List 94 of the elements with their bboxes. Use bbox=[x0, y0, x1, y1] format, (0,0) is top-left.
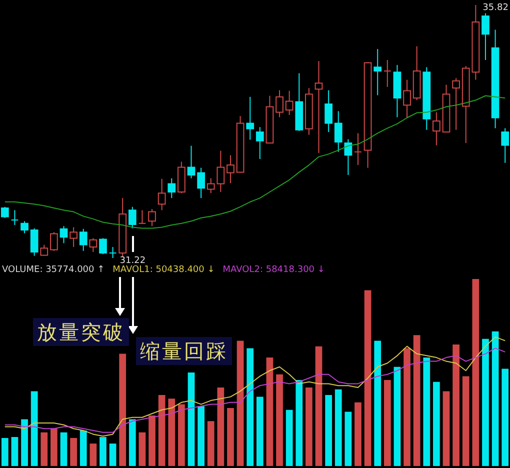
candlestick bbox=[246, 96, 254, 140]
bar bbox=[128, 419, 136, 466]
bar bbox=[246, 348, 254, 466]
bar bbox=[70, 438, 77, 466]
bar bbox=[198, 406, 204, 466]
bar bbox=[158, 394, 166, 466]
candlestick bbox=[383, 60, 392, 88]
bar bbox=[11, 437, 18, 466]
bar bbox=[90, 444, 97, 466]
candlestick bbox=[99, 238, 107, 255]
candlestick bbox=[0, 206, 9, 218]
candlestick bbox=[324, 90, 332, 133]
candlestick bbox=[60, 226, 68, 244]
candlestick bbox=[79, 228, 88, 252]
bar bbox=[492, 331, 499, 466]
candlestick bbox=[138, 210, 146, 224]
candlestick bbox=[344, 138, 352, 176]
candlestick bbox=[10, 210, 19, 226]
candlestick bbox=[187, 145, 196, 179]
bar bbox=[374, 340, 382, 466]
bar bbox=[423, 358, 430, 466]
candlestick bbox=[70, 226, 78, 248]
candlestick bbox=[354, 132, 362, 166]
bar bbox=[482, 338, 489, 466]
bar bbox=[119, 354, 126, 466]
bar bbox=[266, 358, 274, 466]
candlestick bbox=[20, 220, 28, 234]
bar bbox=[286, 410, 293, 466]
candlestick bbox=[256, 126, 264, 160]
candlestick bbox=[334, 110, 342, 152]
annotation: 放量突破 bbox=[33, 318, 129, 346]
bar bbox=[442, 391, 450, 466]
bar bbox=[30, 391, 38, 466]
bar bbox=[462, 376, 470, 466]
bar bbox=[148, 416, 156, 466]
candlestick bbox=[197, 167, 205, 199]
candlestick bbox=[89, 238, 98, 252]
candlestick bbox=[168, 178, 176, 199]
bar bbox=[296, 380, 303, 466]
bar bbox=[334, 389, 342, 466]
text: MAVOL2: 58418.300 ↓ bbox=[222, 265, 325, 275]
candlestick bbox=[501, 128, 510, 164]
bar bbox=[109, 444, 116, 466]
annotation: 31.22 bbox=[120, 256, 146, 266]
bar bbox=[413, 335, 420, 466]
bar bbox=[217, 387, 224, 466]
candlestick bbox=[128, 206, 136, 229]
bar bbox=[325, 394, 332, 466]
bar bbox=[276, 374, 283, 466]
candlestick bbox=[482, 12, 490, 60]
bar bbox=[207, 421, 214, 466]
candlestick bbox=[403, 79, 411, 118]
candlestick bbox=[50, 232, 58, 252]
bar bbox=[227, 408, 234, 466]
annotation: 35.82 bbox=[482, 3, 508, 13]
candlestick bbox=[226, 154, 234, 184]
bar bbox=[178, 404, 185, 466]
text: MAVOL1: 50438.400 ↓ bbox=[112, 265, 215, 275]
text: VOLUME: 35774.000 ↑ bbox=[2, 265, 105, 275]
bar bbox=[236, 340, 244, 466]
bar bbox=[306, 387, 312, 466]
bar bbox=[315, 346, 322, 466]
candlestick bbox=[148, 208, 156, 227]
bar bbox=[60, 432, 68, 466]
bar bbox=[40, 432, 48, 466]
bar bbox=[384, 380, 391, 466]
bar bbox=[452, 344, 460, 466]
candlestick bbox=[276, 90, 284, 118]
bar bbox=[100, 437, 106, 466]
candlestick bbox=[158, 178, 166, 211]
bar bbox=[433, 382, 440, 466]
bar bbox=[364, 290, 372, 466]
candlestick bbox=[432, 112, 440, 146]
annotation: 缩量回踩 bbox=[136, 337, 232, 365]
bar bbox=[256, 396, 264, 466]
candlestick bbox=[452, 78, 460, 130]
bar bbox=[502, 368, 509, 466]
candlestick bbox=[314, 60, 323, 154]
bar bbox=[138, 432, 146, 466]
bar bbox=[80, 430, 87, 466]
bar bbox=[21, 419, 28, 466]
candlestick bbox=[108, 246, 117, 258]
bar bbox=[404, 348, 410, 466]
candlestick bbox=[374, 48, 382, 96]
candlestick bbox=[30, 228, 38, 256]
bar bbox=[50, 428, 58, 466]
bar bbox=[188, 372, 195, 466]
bar bbox=[394, 366, 401, 466]
bar bbox=[354, 402, 362, 466]
bar bbox=[472, 279, 480, 466]
bar bbox=[344, 412, 352, 466]
bar bbox=[1, 438, 8, 466]
bar bbox=[168, 398, 176, 466]
candlestick bbox=[285, 90, 294, 116]
